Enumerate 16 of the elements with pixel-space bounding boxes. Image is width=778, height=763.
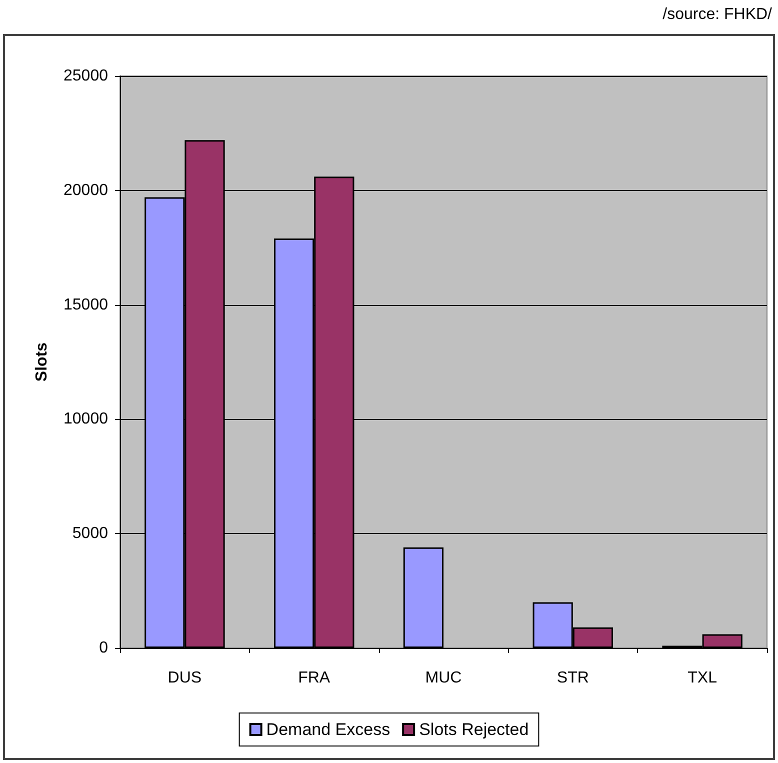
x-tick-label: FRA	[298, 670, 330, 686]
y-axis-title: Slots	[34, 342, 50, 382]
bar	[403, 547, 444, 648]
x-tick-label: DUS	[168, 670, 202, 686]
x-tick-label: STR	[556, 670, 589, 686]
x-tick-label: MUC	[425, 670, 462, 686]
y-tick-label: 10000	[64, 410, 108, 428]
y-tick-label: 25000	[64, 68, 108, 84]
y-tick-label: 0	[99, 640, 108, 656]
legend-label: Slots Rejected	[419, 720, 529, 739]
y-tick-label: 15000	[64, 296, 108, 314]
x-tick-label: TXL	[688, 670, 718, 686]
legend-label: Demand Excess	[266, 720, 390, 739]
y-tick-label: 5000	[72, 525, 108, 542]
y-tick-label: 20000	[64, 182, 108, 199]
text: /source: FHKD/	[662, 6, 772, 24]
